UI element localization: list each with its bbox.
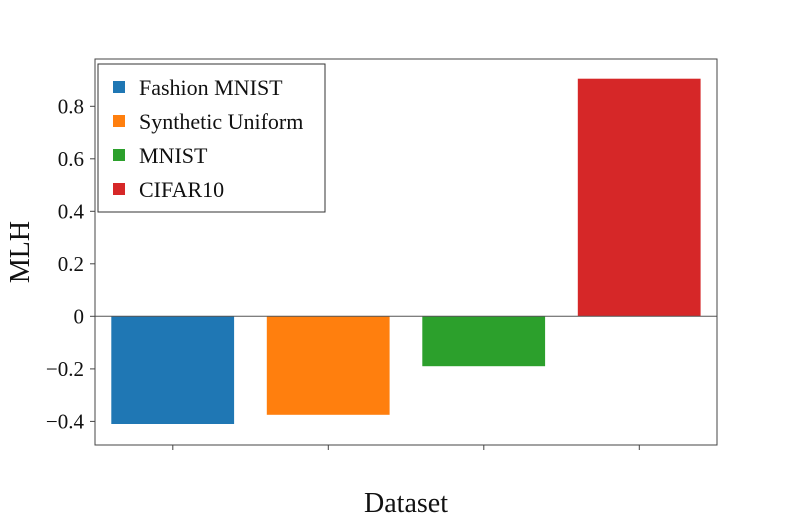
- bars: [111, 78, 701, 424]
- y-tick-label: 0.2: [58, 252, 84, 276]
- y-axis-title: MLH: [5, 221, 36, 283]
- legend-label: MNIST: [139, 143, 208, 168]
- bar-synthetic-uniform: [266, 316, 390, 415]
- legend-label: CIFAR10: [139, 177, 224, 202]
- plot-area-frame: [94, 58, 718, 446]
- legend: Fashion MNIST Synthetic Uniform MNIST CIFAR…: [97, 63, 326, 213]
- y-tick-label: 0: [74, 304, 85, 328]
- legend-swatch: [113, 81, 125, 93]
- y-tick-label: 0.8: [58, 94, 84, 118]
- bar-fashion-mnist: [111, 316, 235, 424]
- y-tick-label: −0.2: [46, 357, 84, 381]
- legend-swatch: [113, 149, 125, 161]
- y-tick-label: −0.4: [46, 409, 85, 433]
- y-axis: −0.4 −0.2 0 0.2 0.4 0.6 0.8: [46, 94, 95, 433]
- y-tick-label: 0.6: [58, 147, 84, 171]
- bar-mnist: [422, 316, 546, 367]
- legend-label: Synthetic Uniform: [139, 109, 303, 134]
- bar-cifar10: [577, 78, 701, 317]
- legend-swatch: [113, 183, 125, 195]
- legend-swatch: [113, 115, 125, 127]
- legend-label: Fashion MNIST: [139, 75, 283, 100]
- y-tick-label: 0.4: [58, 199, 85, 223]
- legend-box: [97, 63, 326, 213]
- x-axis: [172, 445, 640, 450]
- x-axis-title: Dataset: [364, 488, 448, 519]
